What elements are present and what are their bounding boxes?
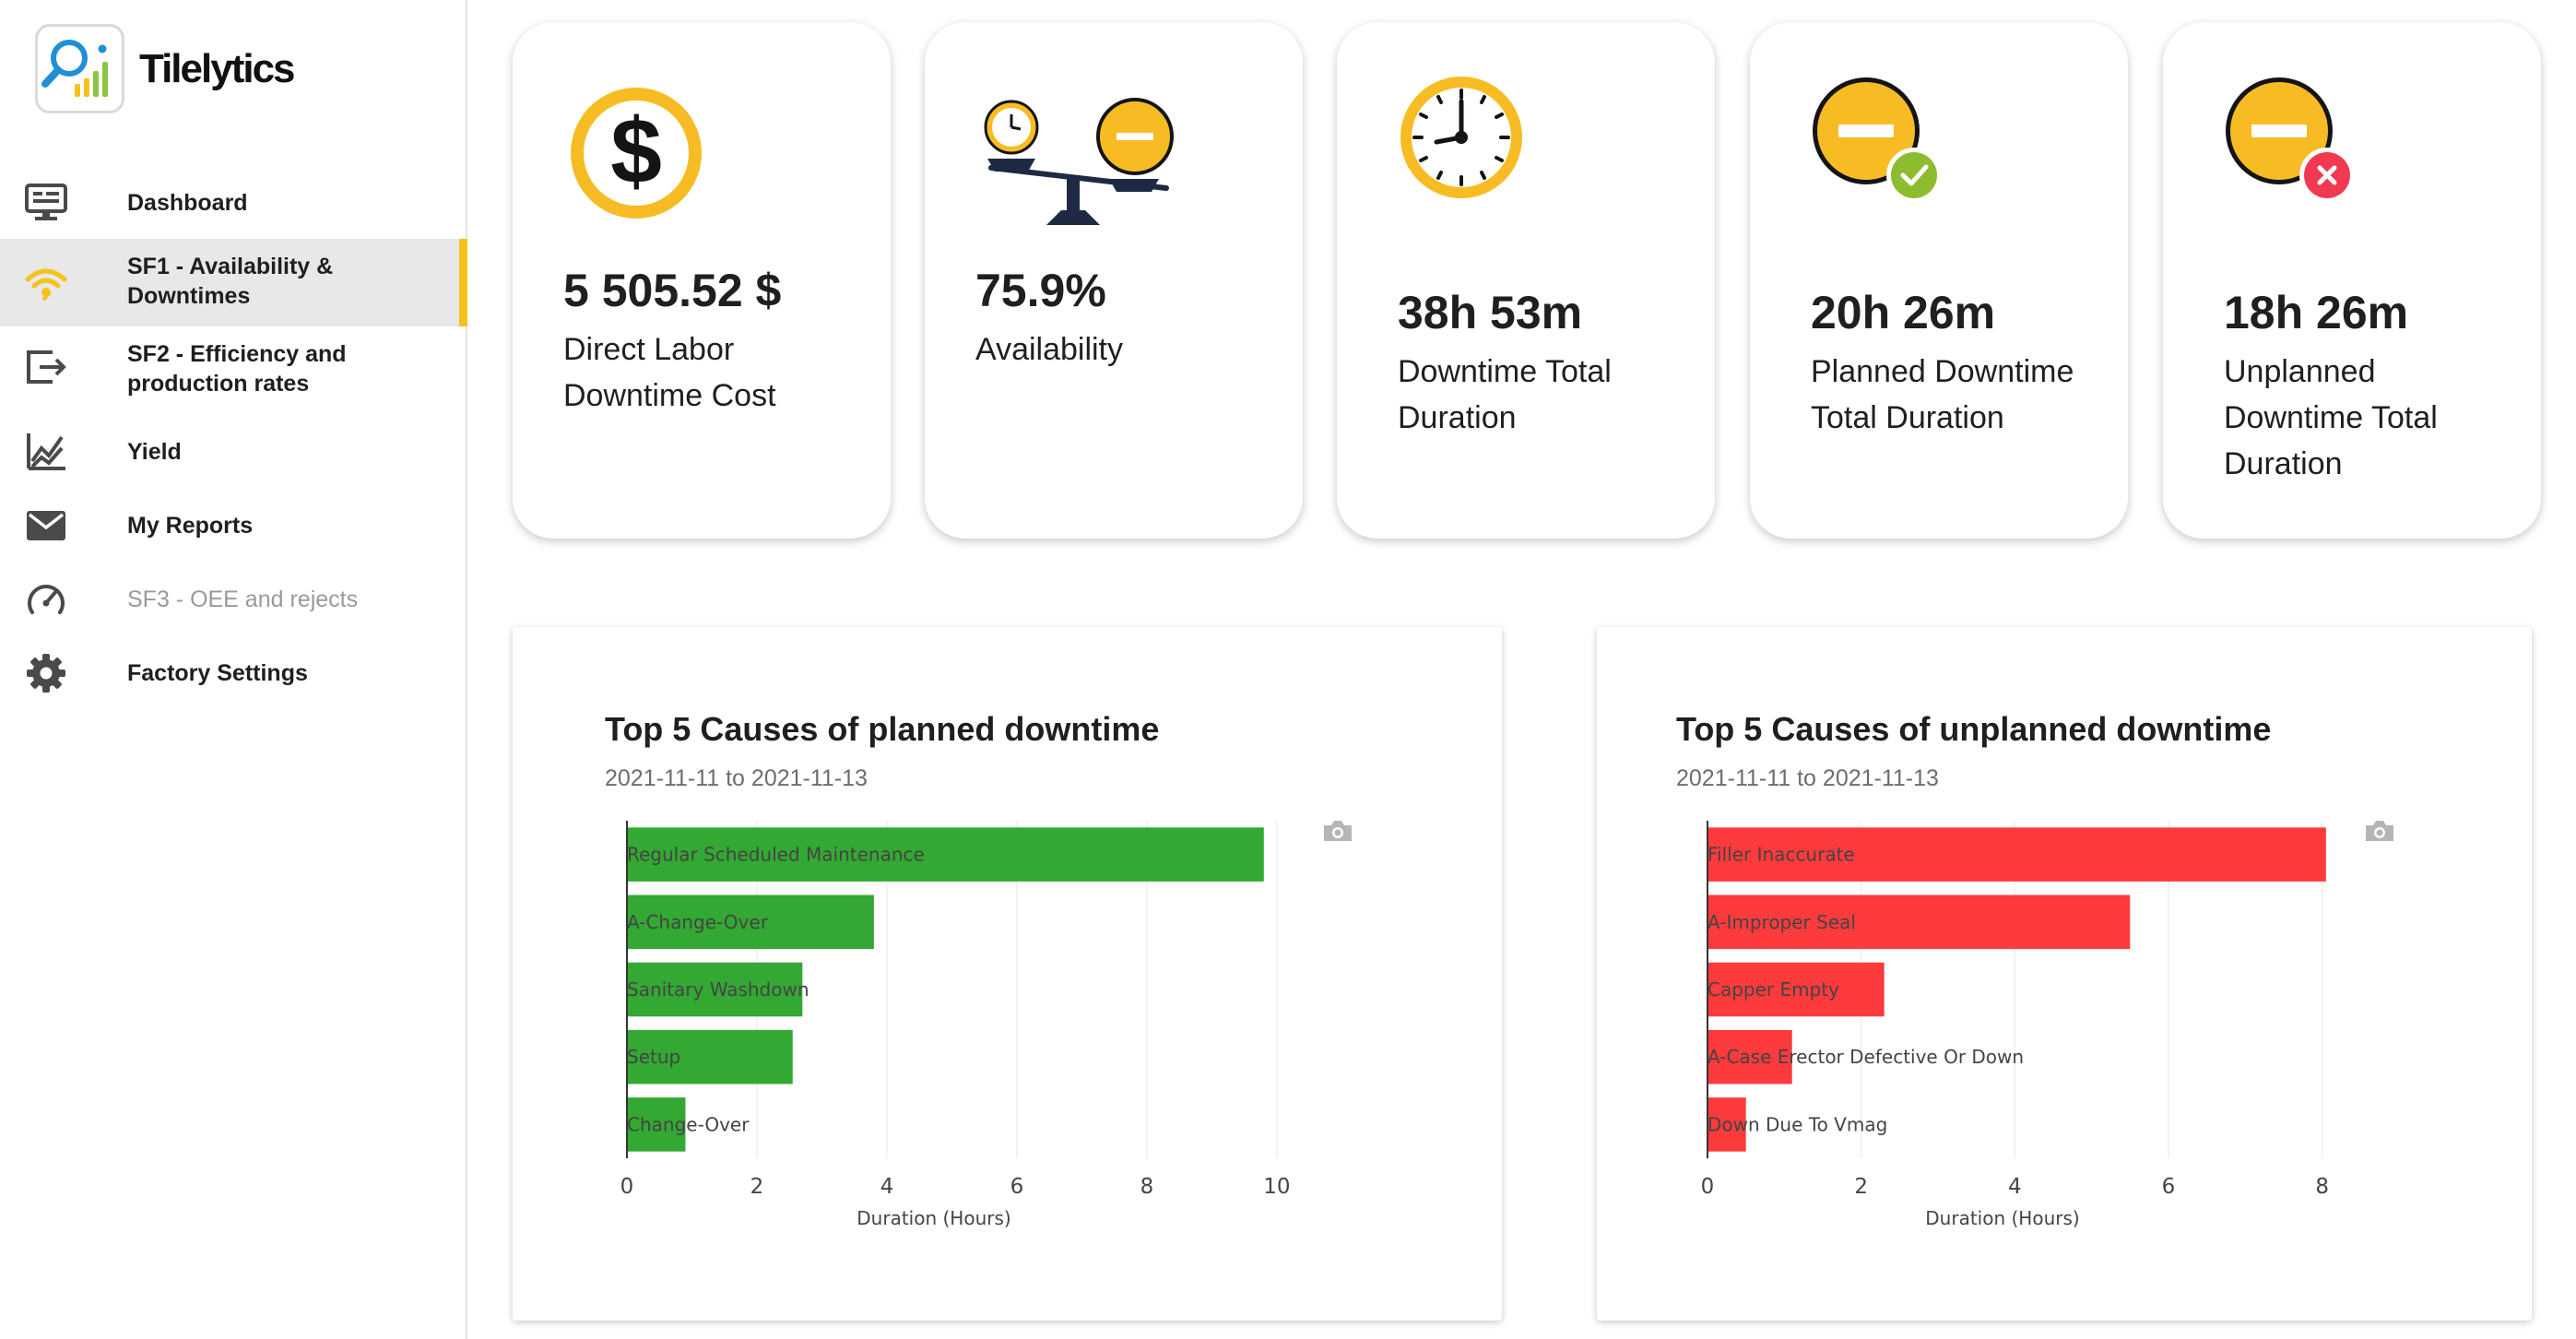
- bar-label: A-Change-Over: [627, 911, 769, 933]
- gear-icon: [24, 651, 68, 695]
- sidebar-item-label: Yield: [127, 439, 182, 465]
- bar[interactable]: [627, 895, 874, 950]
- bar[interactable]: [627, 962, 803, 1017]
- kpi-card-labor-cost: $ 5 505.52 $ Direct Labor Downtime Cost: [513, 22, 891, 539]
- sidebar-item-label: Factory Settings: [127, 660, 308, 686]
- kpi-label: Unplanned Downtime Total Duration: [2224, 354, 2438, 481]
- bar-label: Down Due To Vmag: [1707, 1113, 1887, 1135]
- kpi-value: 75.9%: [975, 265, 1106, 316]
- sidebar-item-sf2-efficiency[interactable]: SF2 - Efficiency and production rates: [0, 332, 466, 406]
- kpi-value: 5 505.52 $: [563, 265, 782, 316]
- sidebar-item-dashboard[interactable]: Dashboard: [0, 177, 466, 229]
- camera-icon[interactable]: [1322, 819, 1353, 843]
- bar[interactable]: [627, 1029, 793, 1084]
- chart-title: Top 5 Causes of planned downtime: [605, 710, 1160, 748]
- bar-label: Regular Scheduled Maintenance: [627, 844, 925, 866]
- sidebar-item-my-reports[interactable]: My Reports: [0, 500, 466, 551]
- sidebar-item-sf3-oee[interactable]: SF3 - OEE and rejects: [0, 574, 466, 625]
- sidebar-item-factory-settings[interactable]: Factory Settings: [0, 647, 466, 699]
- kpi-value: 38h 53m: [1398, 287, 1583, 338]
- svg-text:$: $: [610, 100, 662, 203]
- mail-icon: [24, 504, 68, 548]
- unplanned-downtime-chart: Filler Inaccurate A-Improper Seal Capper E…: [1701, 821, 2329, 1229]
- kpi-card-availability: 75.9% Availability: [925, 22, 1303, 539]
- x-tick-label: 6: [2162, 1175, 2176, 1199]
- chart-card-planned: Top 5 Causes of planned downtime 2021-11…: [513, 627, 1502, 1321]
- bar[interactable]: [627, 827, 1264, 882]
- sidebar-item-label: SF2 - Efficiency and production rates: [127, 341, 347, 397]
- x-axis-label: Duration (Hours): [1925, 1207, 2079, 1229]
- bar[interactable]: [1707, 1097, 1746, 1152]
- bar[interactable]: [1707, 962, 1885, 1017]
- kpi-label: Downtime Total Duration: [1398, 354, 1612, 435]
- app-logo[interactable]: Tilelytics: [35, 24, 296, 113]
- sidebar-item-label: Dashboard: [127, 190, 248, 216]
- clock-icon: [1400, 76, 1523, 204]
- kpi-card-unplanned-downtime: 18h 26m Unplanned Downtime Total Duratio…: [2163, 22, 2541, 539]
- sidebar-item-label: SF3 - OEE and rejects: [127, 587, 359, 612]
- trend-chart-icon: [24, 430, 68, 474]
- bar[interactable]: [1707, 1029, 1792, 1084]
- bar-label: A-Case Erector Defective Or Down: [1707, 1046, 2024, 1068]
- x-tick-label: 4: [880, 1175, 894, 1199]
- x-tick-label: 8: [1140, 1175, 1154, 1199]
- bar[interactable]: [627, 1097, 686, 1152]
- x-tick-label: 10: [1263, 1175, 1290, 1199]
- bar-label: A-Improper Seal: [1707, 911, 1856, 933]
- camera-icon[interactable]: [2364, 819, 2395, 843]
- sidebar-item-label: SF1 - Availability & Downtimes: [127, 254, 334, 309]
- x-tick-label: 6: [1010, 1175, 1024, 1199]
- export-icon: [24, 345, 68, 389]
- balance-scale-icon: [982, 96, 1176, 239]
- x-tick-label: 0: [1701, 1175, 1715, 1199]
- bar[interactable]: [1707, 895, 2131, 950]
- x-tick-label: 2: [750, 1175, 764, 1199]
- x-axis-label: Duration (Hours): [857, 1207, 1010, 1229]
- chart-subtitle: 2021-11-11 to 2021-11-13: [605, 765, 868, 791]
- wifi-signal-icon: [24, 261, 68, 305]
- chart-card-unplanned: Top 5 Causes of unplanned downtime 2021-…: [1597, 627, 2532, 1321]
- minus-cross-icon: [2224, 76, 2355, 209]
- chart-subtitle: 2021-11-11 to 2021-11-13: [1676, 765, 1939, 791]
- sidebar-item-yield[interactable]: Yield: [0, 426, 466, 478]
- chart-title: Top 5 Causes of unplanned downtime: [1676, 710, 2272, 748]
- sidebar-item-label: My Reports: [127, 513, 254, 539]
- sidebar-item-sf1-availability[interactable]: SF1 - Availability & Downtimes: [0, 239, 467, 326]
- x-tick-label: 4: [2008, 1175, 2022, 1199]
- logo-icon: [35, 24, 124, 113]
- gauge-icon: [24, 577, 68, 622]
- logo-text: Tilelytics: [139, 45, 296, 91]
- kpi-card-downtime-total: 38h 53m Downtime Total Duration: [1337, 22, 1715, 539]
- minus-check-icon: [1811, 76, 1942, 209]
- sidebar: Tilelytics Dashboard SF1 - Availability …: [0, 0, 467, 1339]
- bar-label: Change-Over: [627, 1113, 750, 1135]
- x-tick-label: 0: [620, 1175, 634, 1199]
- kpi-value: 18h 26m: [2224, 287, 2409, 338]
- x-tick-label: 8: [2315, 1175, 2329, 1199]
- bar-label: Sanitary Washdown: [627, 978, 809, 1001]
- kpi-label: Direct Labor Downtime Cost: [563, 332, 776, 413]
- kpi-value: 20h 26m: [1811, 287, 1996, 338]
- monitor-icon: [24, 181, 68, 225]
- bar-label: Setup: [627, 1046, 680, 1068]
- kpi-label: Availability: [975, 332, 1124, 367]
- bar-label: Filler Inaccurate: [1707, 844, 1855, 866]
- bar-label: Capper Empty: [1707, 978, 1839, 1001]
- planned-downtime-chart: Regular Scheduled Maintenance A-Change-Ov…: [620, 821, 1290, 1229]
- x-tick-label: 2: [1854, 1175, 1868, 1199]
- bar[interactable]: [1707, 827, 2326, 882]
- kpi-label: Planned Downtime Total Duration: [1811, 354, 2074, 435]
- dollar-coin-icon: $: [570, 87, 703, 224]
- kpi-card-planned-downtime: 20h 26m Planned Downtime Total Duration: [1750, 22, 2128, 539]
